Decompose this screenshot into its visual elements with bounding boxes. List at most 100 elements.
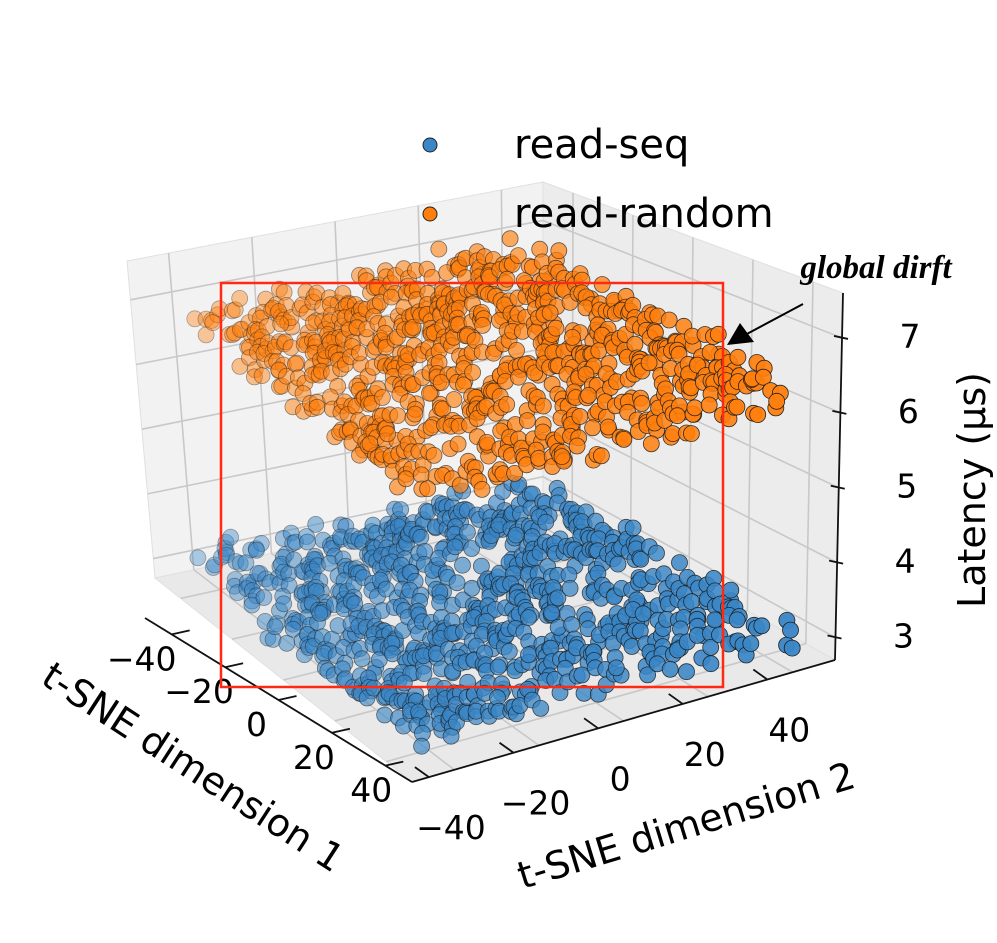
point-read-random (197, 310, 215, 328)
z-tick (828, 559, 844, 565)
point-read-random (508, 341, 525, 359)
point-read-seq (269, 569, 287, 586)
legend: read-seq read-random (422, 122, 774, 237)
point-read-seq (458, 523, 476, 541)
series-read-random (186, 230, 789, 498)
point-read-random (275, 311, 293, 329)
point-read-seq (623, 638, 641, 655)
point-read-random (293, 296, 311, 314)
series-read-seq (189, 474, 801, 755)
annotation-arrow-head (727, 323, 754, 345)
z-tick (827, 634, 842, 640)
point-read-random (266, 338, 284, 356)
point-read-random (245, 324, 263, 342)
point-read-random (282, 309, 300, 327)
point-read-random (226, 301, 244, 319)
y-tick (414, 766, 430, 778)
point-read-seq (353, 650, 371, 668)
point-read-seq (249, 565, 267, 582)
point-read-seq (661, 660, 679, 678)
point-read-seq (222, 528, 240, 546)
point-read-seq (392, 501, 410, 519)
point-read-seq (537, 513, 555, 531)
point-read-random (246, 361, 264, 379)
point-read-random (257, 340, 275, 358)
point-read-random (252, 337, 270, 355)
legend-label-read-random: read-random (514, 191, 774, 237)
point-read-random (728, 398, 746, 416)
point-read-random (509, 247, 527, 265)
y-tick (668, 693, 684, 705)
point-read-seq (532, 700, 550, 717)
point-read-seq (243, 582, 261, 599)
point-read-seq (248, 541, 265, 559)
highlight-box (219, 281, 725, 689)
x-tick (331, 727, 351, 734)
point-read-random (268, 353, 286, 370)
x-tick-label: −40 (107, 639, 177, 678)
point-read-random (599, 418, 617, 436)
point-read-random (729, 348, 747, 366)
point-read-random (253, 328, 271, 346)
point-read-seq (252, 535, 270, 552)
point-read-random (242, 326, 260, 344)
point-read-random (308, 398, 326, 416)
point-read-random (584, 419, 601, 437)
point-read-seq (226, 571, 244, 588)
point-read-random (231, 289, 249, 307)
points (186, 230, 801, 755)
point-read-seq (782, 621, 799, 639)
grid-line (746, 259, 754, 611)
point-read-random (686, 399, 704, 417)
x-tick-label: 0 (246, 705, 267, 744)
point-read-random (257, 290, 275, 308)
point-read-random (389, 407, 407, 425)
point-read-seq (274, 530, 292, 547)
point-read-seq (248, 587, 266, 605)
grid-line (251, 237, 273, 554)
point-read-random (249, 321, 267, 339)
point-read-random (419, 480, 437, 498)
z-axis-line (834, 292, 844, 661)
point-read-random (541, 304, 559, 322)
point-read-seq (412, 528, 430, 546)
point-read-random (547, 319, 565, 337)
point-read-seq (284, 534, 302, 552)
point-read-seq (298, 533, 316, 551)
x-tick-label: 20 (293, 738, 335, 777)
point-read-random (203, 311, 221, 329)
point-read-random (270, 280, 288, 298)
point-read-random (519, 412, 536, 430)
point-read-random (267, 296, 285, 314)
point-read-seq (243, 596, 261, 614)
x-tick (224, 662, 244, 669)
point-read-random (254, 303, 272, 321)
point-read-seq (277, 545, 295, 563)
point-read-seq (442, 727, 460, 745)
point-read-random (593, 447, 610, 465)
point-read-seq (256, 613, 274, 630)
point-read-random (430, 240, 448, 258)
point-read-random (501, 230, 519, 248)
point-read-seq (742, 635, 760, 652)
point-read-seq (639, 666, 656, 684)
point-read-random (510, 368, 527, 386)
point-read-random (270, 333, 288, 351)
point-read-seq (226, 577, 243, 595)
point-read-random (231, 357, 249, 375)
point-read-seq (561, 580, 579, 597)
point-read-seq (189, 549, 207, 567)
point-read-seq (609, 555, 627, 573)
point-read-random (263, 352, 281, 370)
point-read-random (406, 405, 424, 423)
point-read-seq (671, 554, 688, 571)
y-tick-label: −40 (416, 808, 486, 847)
point-read-random (464, 363, 482, 381)
point-read-seq (376, 706, 394, 724)
point-read-random (553, 448, 571, 466)
legend-marker-read-seq (422, 137, 438, 153)
point-read-seq (275, 595, 293, 613)
point-read-random (498, 395, 516, 413)
point-read-random (564, 328, 581, 346)
